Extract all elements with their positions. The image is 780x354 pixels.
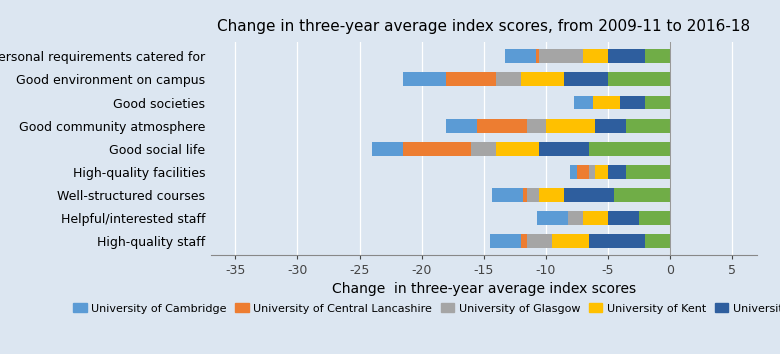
- Legend: University of Cambridge, University of Central Lancashire, University of Glasgow: University of Cambridge, University of C…: [69, 299, 780, 318]
- Bar: [564, 73, 608, 86]
- Bar: [583, 50, 608, 63]
- Bar: [626, 119, 670, 132]
- Bar: [527, 119, 546, 132]
- Bar: [608, 211, 639, 225]
- Bar: [540, 142, 589, 156]
- X-axis label: Change  in three-year average index scores: Change in three-year average index score…: [332, 282, 636, 296]
- Bar: [403, 142, 471, 156]
- Bar: [595, 165, 608, 179]
- Title: Change in three-year average index scores, from 2009-11 to 2016-18: Change in three-year average index score…: [217, 19, 750, 34]
- Bar: [589, 165, 595, 179]
- Bar: [372, 142, 403, 156]
- Bar: [446, 119, 477, 132]
- Bar: [552, 234, 589, 248]
- Bar: [645, 96, 670, 109]
- Bar: [527, 234, 552, 248]
- Bar: [558, 211, 583, 225]
- Bar: [608, 50, 645, 63]
- Bar: [620, 96, 645, 109]
- Bar: [583, 96, 593, 109]
- Bar: [564, 188, 614, 202]
- Bar: [583, 211, 608, 225]
- Bar: [546, 119, 595, 132]
- Bar: [537, 211, 568, 225]
- Bar: [639, 211, 670, 225]
- Bar: [583, 96, 620, 109]
- Bar: [576, 165, 589, 179]
- Bar: [477, 119, 527, 132]
- Bar: [505, 50, 536, 63]
- Bar: [521, 234, 527, 248]
- Bar: [496, 73, 521, 86]
- Bar: [570, 165, 576, 179]
- Bar: [540, 50, 583, 63]
- Bar: [626, 165, 670, 179]
- Bar: [496, 142, 540, 156]
- Bar: [540, 188, 564, 202]
- Bar: [471, 142, 496, 156]
- Bar: [492, 188, 523, 202]
- Bar: [608, 165, 626, 179]
- Bar: [608, 73, 670, 86]
- Bar: [589, 234, 645, 248]
- Bar: [536, 50, 540, 63]
- Bar: [523, 188, 527, 202]
- Bar: [595, 119, 626, 132]
- Bar: [574, 96, 593, 109]
- Bar: [645, 50, 670, 63]
- Bar: [527, 188, 540, 202]
- Bar: [446, 73, 496, 86]
- Bar: [403, 73, 446, 86]
- Bar: [614, 188, 670, 202]
- Bar: [558, 211, 568, 225]
- Bar: [589, 142, 670, 156]
- Bar: [521, 73, 564, 86]
- Bar: [645, 234, 670, 248]
- Bar: [490, 234, 521, 248]
